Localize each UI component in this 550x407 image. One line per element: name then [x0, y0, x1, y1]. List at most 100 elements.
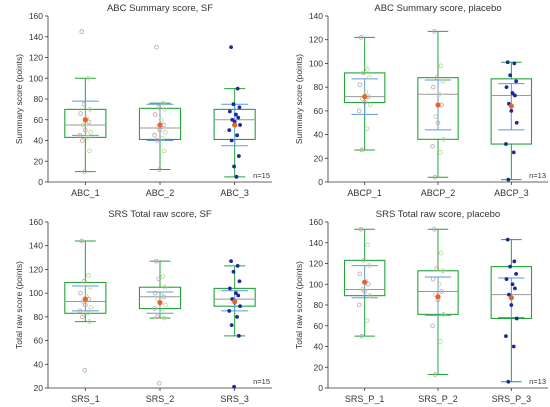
- data-point: [438, 339, 443, 344]
- x-tick-label: SRS_2: [146, 394, 175, 404]
- data-point: [238, 123, 242, 127]
- data-point: [436, 91, 442, 97]
- y-tick-label: 0: [318, 177, 323, 187]
- data-point: [512, 61, 517, 66]
- y-tick-label: 100: [29, 73, 43, 83]
- data-point: [156, 276, 162, 282]
- sample-size-note: n=15: [253, 171, 270, 180]
- y-axis-label: Summary score (points): [14, 54, 24, 144]
- data-point: [507, 292, 511, 297]
- data-point: [362, 100, 367, 105]
- data-point: [154, 258, 159, 264]
- sample-size-note: n=13: [529, 171, 546, 180]
- data-point: [83, 127, 88, 133]
- box-plot-SRS_P_3: [490, 237, 533, 384]
- data-point: [432, 174, 438, 180]
- data-point: [80, 122, 86, 128]
- data-point: [236, 154, 241, 158]
- data-point: [237, 279, 242, 284]
- box-plot-ABCP_2: [417, 29, 459, 180]
- y-tick-label: 40: [34, 136, 44, 146]
- data-point: [441, 137, 446, 142]
- data-point: [87, 148, 92, 154]
- data-point: [435, 120, 441, 126]
- y-tick-label: 160: [309, 217, 323, 227]
- data-point: [514, 79, 519, 84]
- data-point: [87, 319, 92, 324]
- data-point: [227, 109, 232, 114]
- data-point: [87, 107, 93, 112]
- data-point: [430, 323, 435, 329]
- data-point: [508, 73, 513, 78]
- mean-marker: [157, 300, 163, 306]
- y-tick-label: 80: [314, 300, 324, 310]
- mean-marker: [232, 298, 238, 305]
- data-point: [514, 316, 519, 321]
- mean-marker: [157, 122, 163, 128]
- chart-title: ABC Summary score, SF: [107, 3, 213, 14]
- data-point: [86, 119, 92, 125]
- data-point: [158, 293, 164, 298]
- y-tick-label: 80: [314, 82, 324, 92]
- data-point: [154, 44, 159, 50]
- data-point: [356, 108, 362, 114]
- x-tick-label: ABCP_2: [421, 188, 456, 198]
- box-plot-SRS_1: [64, 238, 107, 373]
- data-point: [77, 308, 83, 314]
- y-tick-label: 0: [318, 383, 323, 393]
- data-point: [356, 302, 362, 308]
- data-point: [439, 289, 444, 294]
- data-point: [163, 129, 168, 135]
- data-point: [440, 268, 446, 274]
- x-tick-label: SRS_P_2: [418, 394, 458, 404]
- data-point: [85, 310, 91, 316]
- data-point: [364, 318, 370, 323]
- data-point: [235, 133, 239, 138]
- data-point: [152, 290, 158, 296]
- data-point: [359, 333, 364, 339]
- data-point: [156, 105, 162, 110]
- data-point: [155, 296, 160, 302]
- y-tick-label: 120: [309, 259, 323, 269]
- x-tick-label: SRS_3: [220, 394, 249, 404]
- data-point: [513, 286, 517, 291]
- x-tick-label: SRS_P_3: [492, 394, 532, 404]
- mean-marker: [508, 295, 514, 301]
- data-point: [438, 250, 444, 256]
- y-tick-label: 140: [29, 241, 43, 251]
- data-point: [154, 138, 160, 143]
- data-point: [504, 142, 508, 146]
- data-point: [160, 274, 166, 279]
- data-point: [235, 263, 240, 268]
- data-point: [160, 100, 166, 106]
- data-point: [78, 290, 83, 296]
- data-point: [238, 304, 242, 309]
- data-point: [357, 82, 363, 88]
- y-tick-label: 60: [34, 115, 44, 125]
- data-point: [510, 282, 515, 287]
- y-tick-label: 100: [309, 279, 323, 289]
- data-point: [434, 75, 440, 80]
- data-point: [365, 281, 371, 287]
- y-tick-label: 160: [29, 11, 43, 21]
- data-point: [234, 174, 239, 179]
- mean-marker: [82, 117, 88, 123]
- chart-panel-3: SRS Total raw score, SF 20 40 60 80 100 120 140…: [14, 209, 272, 404]
- y-tick-label: 20: [314, 153, 324, 163]
- data-point: [82, 169, 88, 174]
- data-point: [158, 117, 164, 123]
- data-point: [430, 144, 435, 149]
- y-tick-label: 0: [38, 177, 43, 187]
- box: [417, 77, 459, 140]
- data-point: [509, 303, 514, 307]
- y-tick-label: 140: [309, 238, 323, 248]
- data-point: [436, 281, 442, 287]
- chart-title: SRS Total raw score, SF: [108, 209, 212, 220]
- y-tick-label: 20: [314, 362, 324, 372]
- data-point: [361, 258, 366, 263]
- y-tick-label: 80: [34, 312, 44, 322]
- x-tick-label: ABC_3: [220, 188, 249, 198]
- data-point: [157, 167, 162, 172]
- y-tick-label: 140: [29, 32, 43, 42]
- x-tick-label: SRS_1: [71, 394, 100, 404]
